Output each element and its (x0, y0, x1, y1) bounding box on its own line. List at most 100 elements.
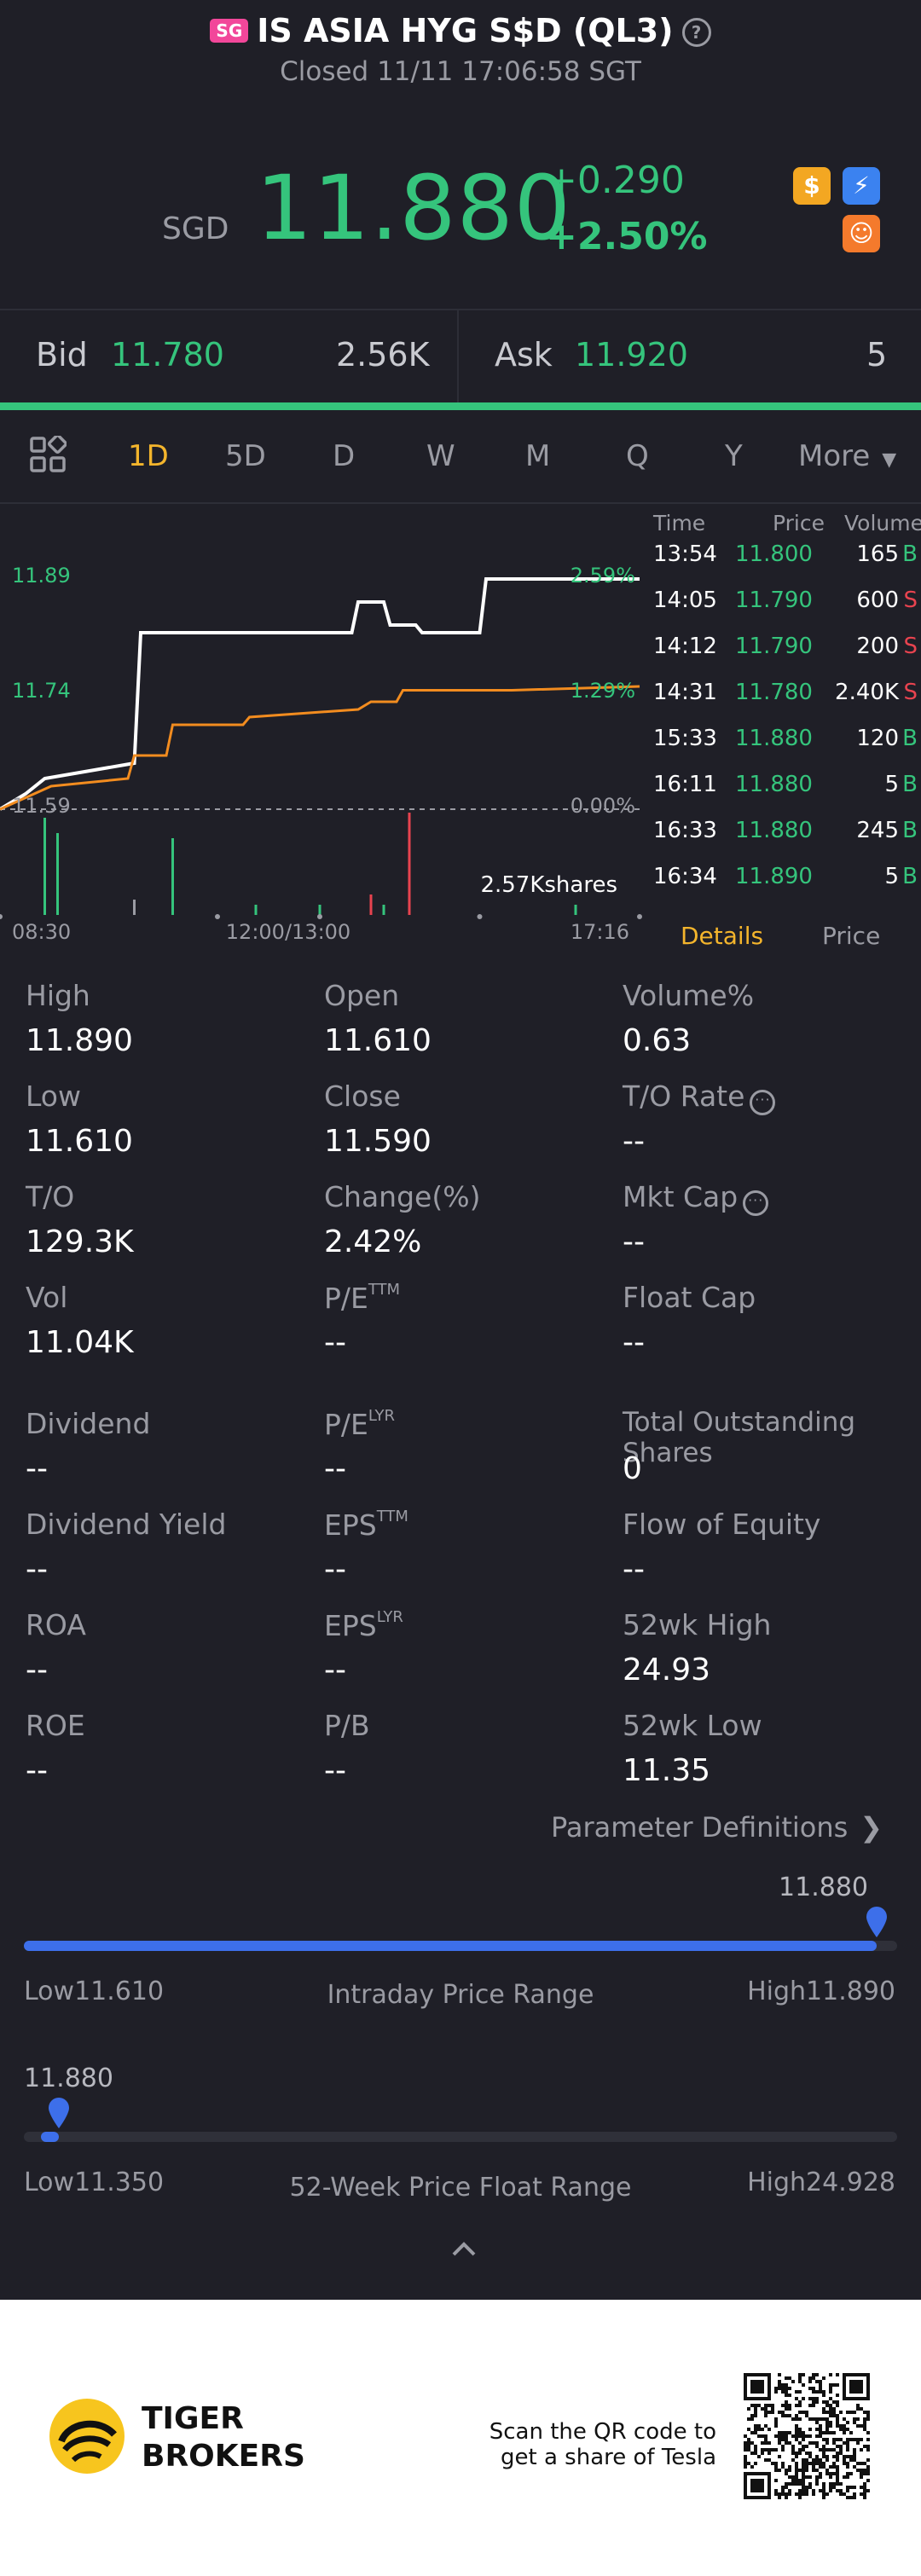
week52-low-label: Low (24, 2168, 75, 2197)
price-change: +0.290 (546, 159, 685, 202)
tick-price: 11.780 (735, 680, 813, 705)
volume-bar (133, 900, 136, 915)
stat-label-open: Open (324, 979, 400, 1012)
y-axis-label: 11.59 (12, 794, 71, 818)
tick-time: 15:33 (653, 726, 717, 751)
stat-label-pe-ttm: P/ETTM (324, 1281, 400, 1315)
tick-header-volume: Volume (844, 511, 921, 535)
stat-value-mkt-cap: -- (623, 1224, 645, 1259)
last-price: 11.880 (256, 156, 571, 260)
tab-y[interactable]: Y (725, 439, 743, 473)
tick-side: S (903, 588, 918, 613)
volume-bar (171, 838, 174, 915)
tick-row: 14:05 11.790 600 S (648, 588, 921, 630)
stat-value-roe: -- (26, 1753, 48, 1788)
tick-price: 11.800 (735, 541, 813, 567)
tab-1d[interactable]: 1D (128, 439, 169, 473)
intraday-current-price: 11.880 (779, 1873, 868, 1902)
stat-value-turnover: 129.3K (26, 1224, 134, 1259)
grid-layout-icon[interactable] (29, 433, 68, 473)
tab-q[interactable]: Q (626, 439, 649, 473)
volume-bar (369, 894, 373, 915)
stat-label-flow-of-equity: Flow of Equity (623, 1508, 821, 1541)
tick-time: 14:05 (653, 588, 717, 613)
ask-price: 11.920 (575, 336, 688, 373)
dollar-icon[interactable]: $ (793, 167, 831, 205)
details-tab[interactable]: Details (681, 922, 764, 950)
tab-d[interactable]: D (333, 439, 356, 473)
stat-label-52wk-low: 52wk Low (623, 1709, 762, 1742)
tick-volume: 2.40K (835, 680, 899, 705)
market-status: Closed 11/11 17:06:58 SGT (280, 56, 641, 87)
quote-header: SG IS ASIA HYG S$D (QL3)? Closed 11/11 17… (0, 0, 921, 307)
axis-tick-dot (477, 914, 483, 919)
tick-side: S (903, 680, 918, 705)
stat-label-roe: ROE (26, 1709, 85, 1742)
tab-m[interactable]: M (525, 439, 551, 473)
intraday-chart[interactable]: 11.89 11.74 11.59 2.59% 1.29% 0.00% 2.57Kshare… (0, 506, 648, 944)
stat-label-pe-lyr: P/ELYR (324, 1407, 395, 1441)
volume-bar (574, 905, 577, 915)
time-and-sales: Time Price Volume 13:54 11.800 165 B 14:05 11… (648, 506, 921, 950)
stat-label-turnover: T/O (26, 1180, 75, 1213)
stat-value-change-pct: 2.42% (324, 1224, 422, 1259)
tab-more[interactable]: More ▼ (798, 439, 896, 473)
tick-volume: 5 (884, 772, 899, 797)
info-icon[interactable]: ··· (750, 1090, 776, 1115)
stat-value-dividend-yield: -- (26, 1552, 48, 1587)
tick-price: 11.790 (735, 588, 813, 613)
tick-time: 16:34 (653, 864, 717, 889)
stat-label-52wk-high: 52wk High (623, 1608, 772, 1641)
axis-tick-dot (317, 914, 322, 919)
stat-label-float-cap: Float Cap (623, 1281, 756, 1314)
tab-5d[interactable]: 5D (225, 439, 266, 473)
stat-value-to-rate: -- (623, 1124, 645, 1159)
tick-time: 16:11 (653, 772, 717, 797)
tick-row: 16:11 11.880 5 B (648, 772, 921, 814)
volume-label: 2.57Kshares (480, 872, 617, 898)
week52-range-track (24, 2132, 897, 2142)
tick-volume: 600 (856, 588, 899, 613)
tick-side: S (903, 634, 918, 659)
stat-value-volume-pct: 0.63 (623, 1023, 692, 1058)
flash-icon[interactable]: ⚡ (843, 167, 880, 205)
volume-bar (318, 905, 321, 915)
stat-value-flow-of-equity: -- (623, 1552, 645, 1587)
tick-side: B (902, 726, 918, 751)
info-icon[interactable]: ··· (743, 1190, 769, 1216)
bid-ask-divider (457, 310, 459, 404)
bid-price: 11.780 (111, 336, 224, 373)
volume-bar (408, 813, 411, 915)
eps-lyr-sup: LYR (376, 1608, 403, 1626)
stat-value-pe-lyr: -- (324, 1451, 346, 1486)
tick-row: 14:12 11.790 200 S (648, 634, 921, 676)
axis-tick-dot (0, 914, 3, 919)
x-axis-label: 12:00/13:00 (226, 920, 350, 941)
pe-lyr-text: P/E (324, 1408, 368, 1441)
volume-bar (382, 905, 385, 915)
collapse-chevron-icon[interactable] (447, 2236, 481, 2261)
parameter-definitions-link[interactable]: Parameter Definitions ❯ (551, 1811, 883, 1844)
tab-w[interactable]: W (426, 439, 455, 473)
tick-volume: 120 (856, 726, 899, 751)
price-tab[interactable]: Price (822, 922, 881, 950)
tick-row: 13:54 11.800 165 B (648, 541, 921, 584)
intraday-range-fill (24, 1941, 877, 1951)
stat-value-high: 11.890 (26, 1023, 133, 1058)
tiger-logo-icon (48, 2397, 126, 2475)
stat-label-mkt-cap: Mkt Cap ··· (623, 1180, 769, 1216)
week52-marker-icon (47, 2096, 71, 2130)
period-tabs: 1D 5D D W M Q Y More ▼ (0, 410, 921, 504)
eps-ttm-text: EPS (324, 1508, 377, 1542)
tick-side: B (902, 541, 918, 567)
stat-value-eps-ttm: -- (324, 1552, 346, 1587)
week52-current-price: 11.880 (24, 2064, 113, 2093)
qr-caption: Scan the QR code to get a share of Tesla (478, 2419, 716, 2470)
axis-tick-dot (637, 914, 642, 919)
volume-bar (43, 818, 46, 915)
eps-ttm-sup: TTM (376, 1508, 408, 1525)
help-icon[interactable]: ? (681, 18, 711, 47)
stat-label-to-rate: T/O Rate ··· (623, 1080, 776, 1115)
brand-line-1: TIGER (142, 2401, 244, 2436)
smile-icon[interactable]: ☺ (843, 215, 880, 252)
